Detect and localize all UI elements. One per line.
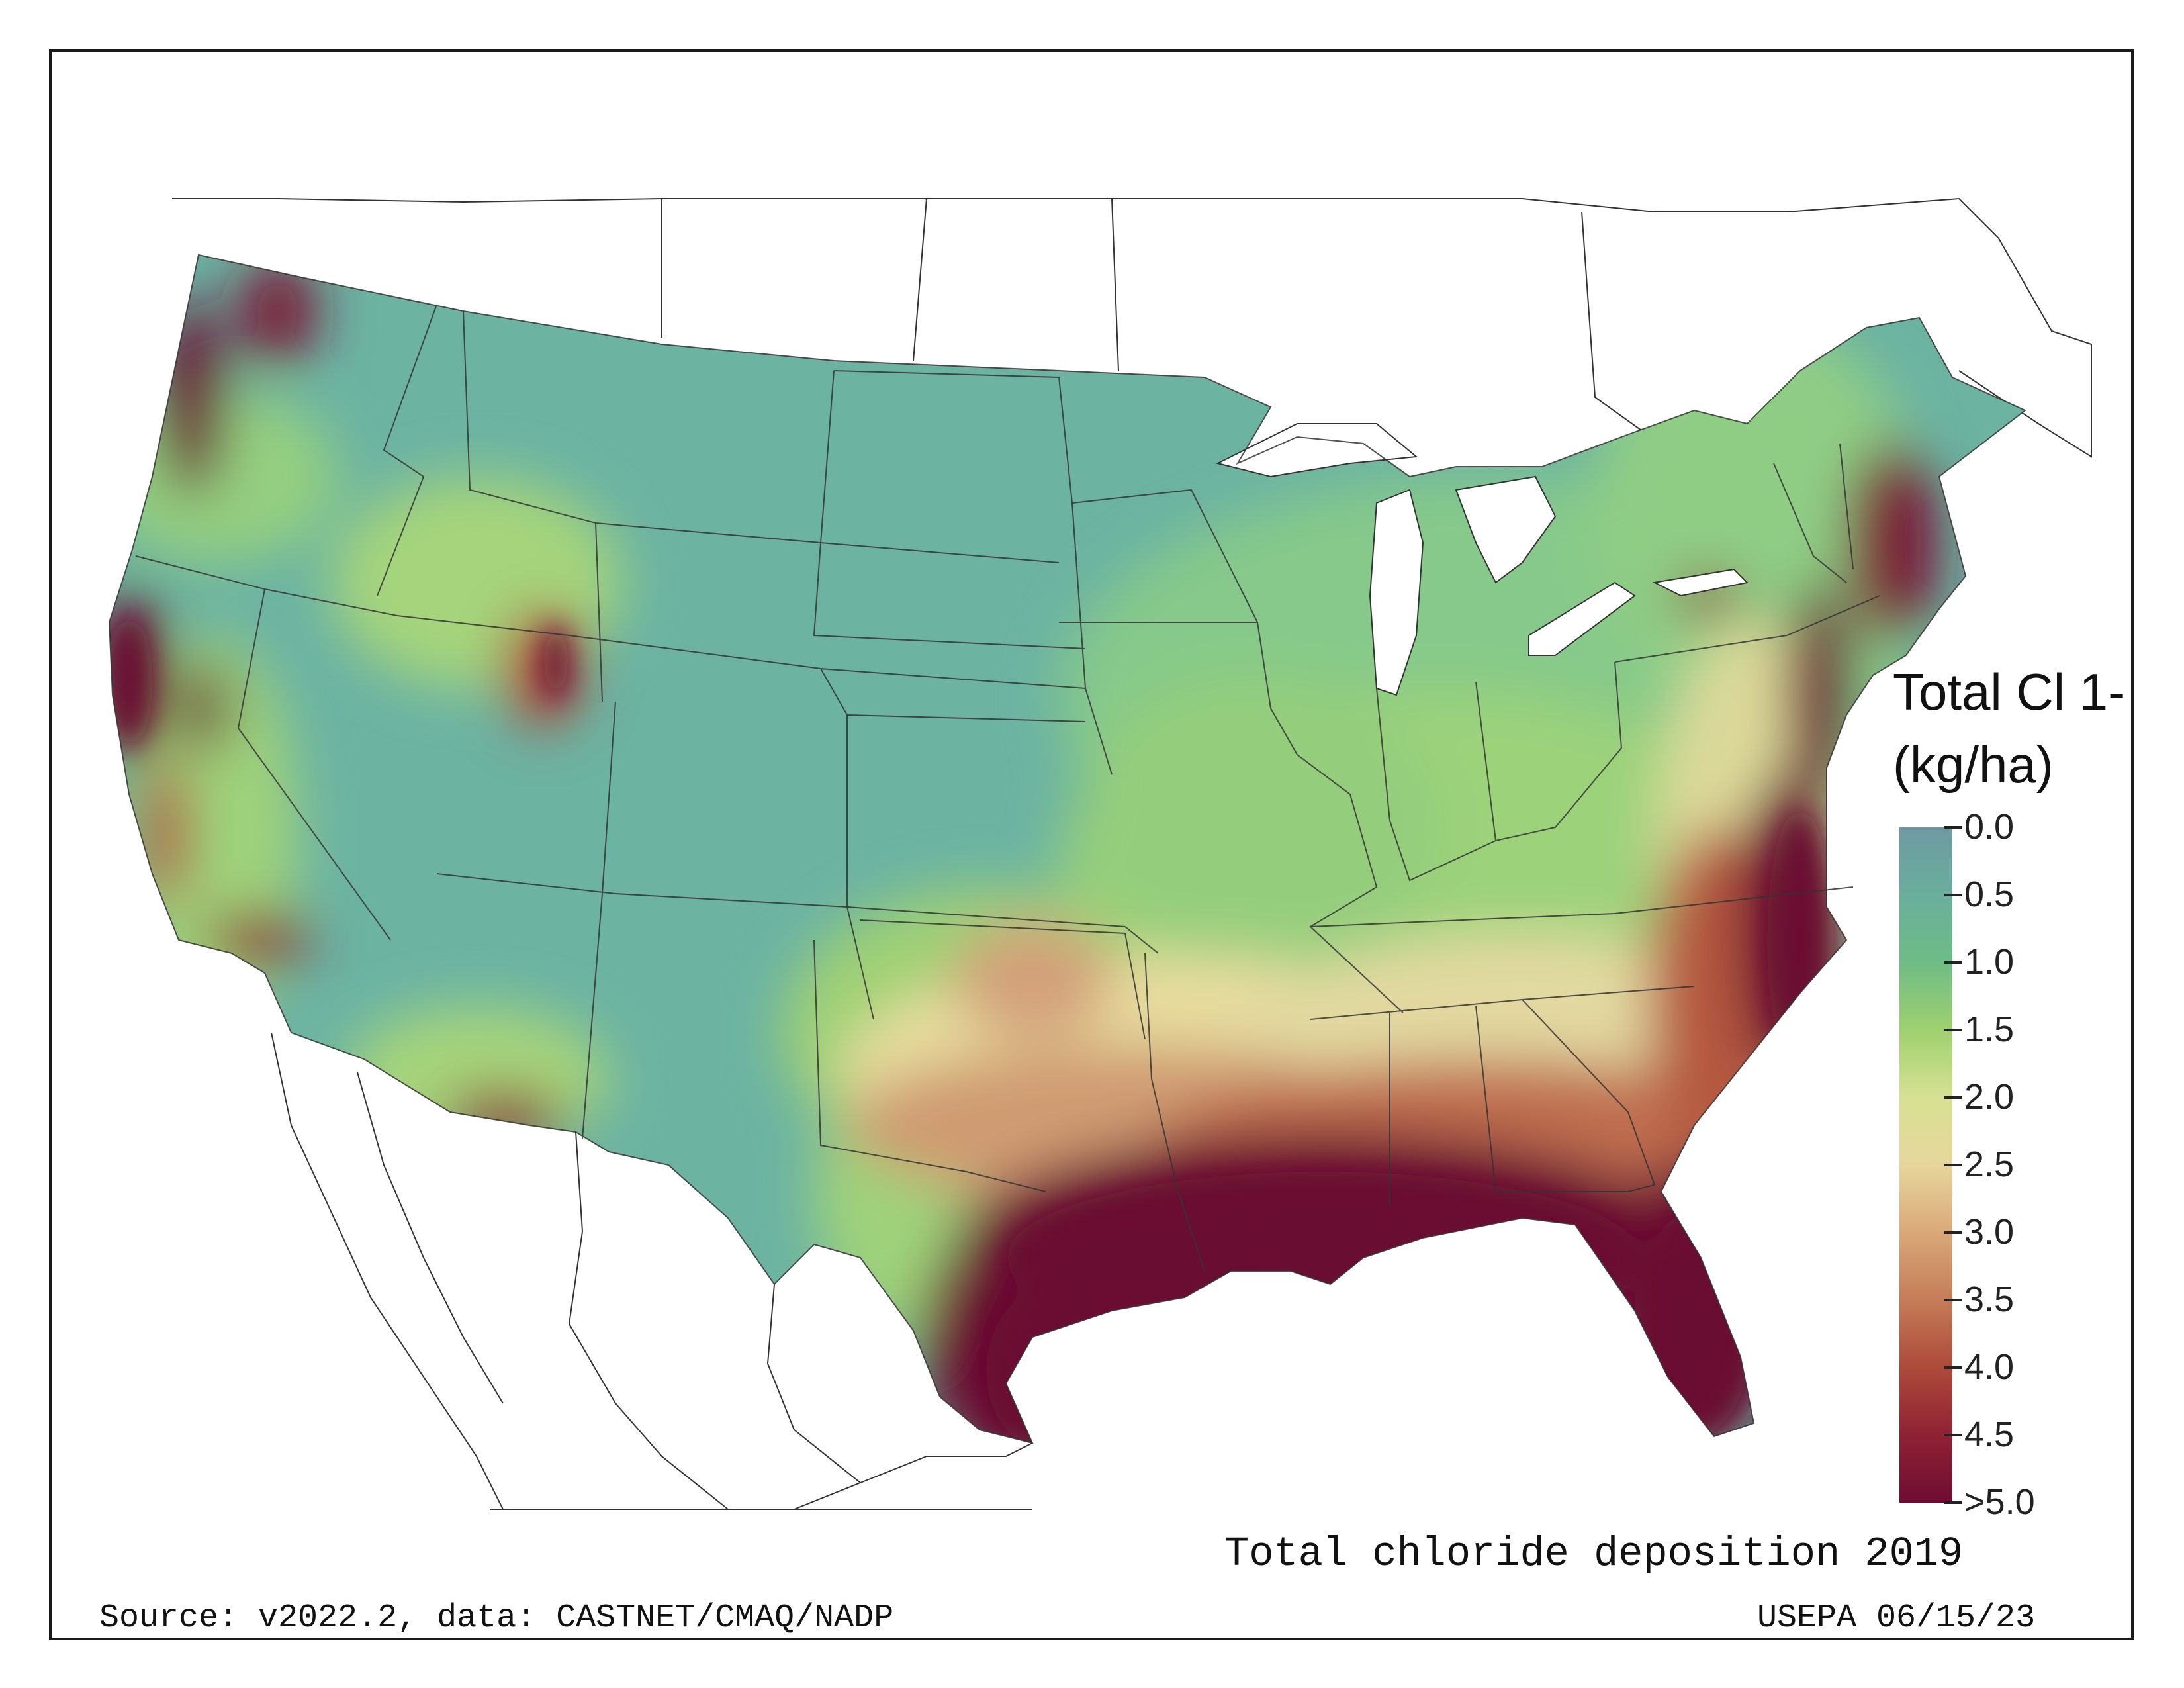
legend-tick-mark bbox=[1944, 1299, 1962, 1301]
legend-title-line1: Total Cl 1- bbox=[1893, 663, 2126, 721]
legend-tick-label: 4.5 bbox=[1964, 1415, 2015, 1454]
map-frame bbox=[49, 49, 2134, 1640]
legend-tick-mark bbox=[1944, 826, 1962, 829]
legend-color-bar bbox=[1899, 827, 1952, 1503]
great-lakes bbox=[1216, 423, 1749, 696]
legend-tick-label: 2.5 bbox=[1964, 1145, 2015, 1184]
legend-tick-mark bbox=[1944, 1231, 1962, 1234]
legend-tick-label: 4.0 bbox=[1964, 1347, 2015, 1387]
legend-tick-label: 1.5 bbox=[1964, 1009, 2015, 1049]
legend-tick-label: 3.5 bbox=[1964, 1280, 2015, 1319]
legend-tick-label: 0.5 bbox=[1964, 874, 2015, 914]
legend-tick-mark bbox=[1944, 961, 1962, 964]
canada-outline bbox=[172, 197, 2092, 458]
legend-tick-label: 1.0 bbox=[1964, 942, 2015, 982]
legend-tick-mark bbox=[1944, 1501, 1962, 1504]
credit-note: USEPA 06/15/23 bbox=[1757, 1599, 2036, 1637]
legend-tick-mark bbox=[1944, 1434, 1962, 1436]
legend-tick-mark bbox=[1944, 1366, 1962, 1369]
legend-tick-mark bbox=[1944, 1029, 1962, 1031]
map-title: Total chloride deposition 2019 bbox=[1224, 1530, 1964, 1577]
legend-tick-label: >5.0 bbox=[1964, 1482, 2035, 1522]
legend-tick-label: 0.0 bbox=[1964, 807, 2015, 847]
source-note: Source: v2022.2, data: CASTNET/CMAQ/NADP bbox=[99, 1599, 894, 1637]
legend-tick-mark bbox=[1944, 894, 1962, 896]
state-boundaries bbox=[109, 254, 2026, 1444]
legend-tick-mark bbox=[1944, 1164, 1962, 1166]
legend-tick-label: 2.0 bbox=[1964, 1077, 2015, 1117]
deposition-field bbox=[109, 255, 2025, 1443]
legend-title-line2: (kg/ha) bbox=[1893, 735, 2054, 794]
legend-tick-label: 3.0 bbox=[1964, 1212, 2015, 1252]
mexico-outline bbox=[271, 1032, 1033, 1510]
legend-tick-mark bbox=[1944, 1096, 1962, 1099]
